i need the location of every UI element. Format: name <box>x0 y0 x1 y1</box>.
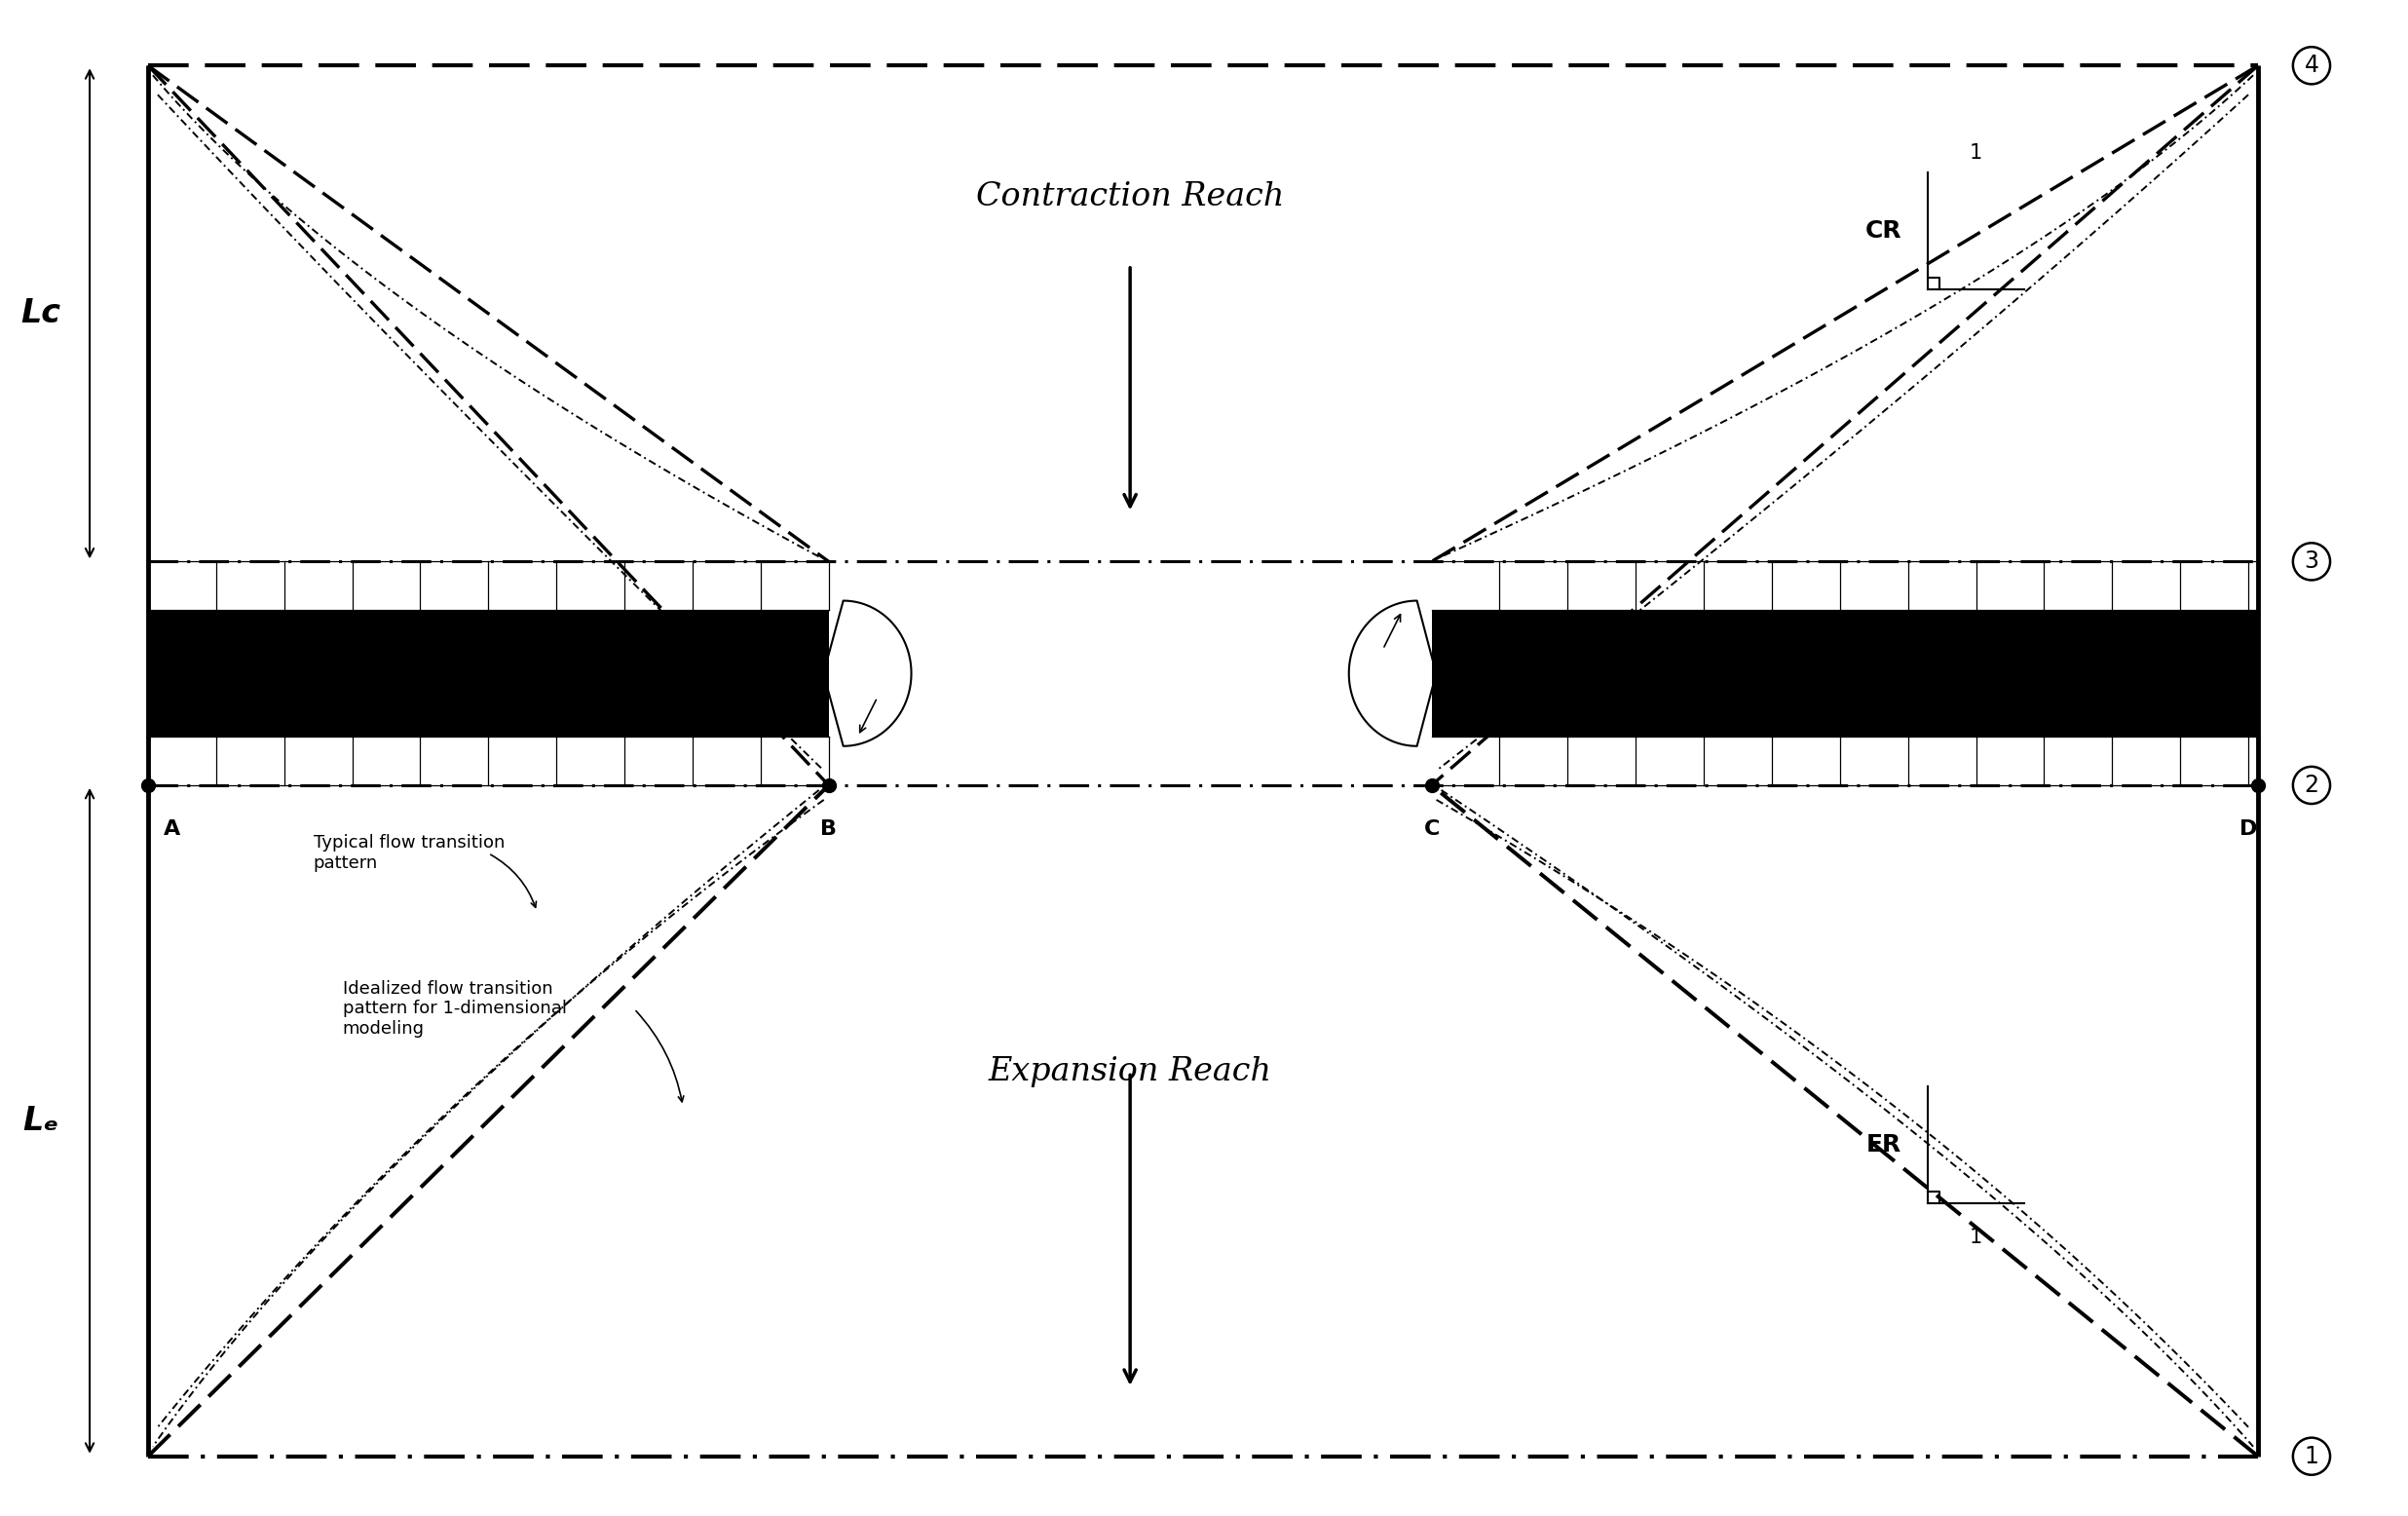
Text: 1: 1 <box>2304 1445 2319 1467</box>
Text: Expansion Reach: Expansion Reach <box>987 1057 1271 1087</box>
Text: 1: 1 <box>1970 144 1982 162</box>
Text: Idealized flow transition
pattern for 1-dimensional
modeling: Idealized flow transition pattern for 1-… <box>342 979 566 1038</box>
Text: Typical flow transition
pattern: Typical flow transition pattern <box>313 834 506 872</box>
Text: 1: 1 <box>1970 1228 1982 1248</box>
Text: C: C <box>1423 819 1440 838</box>
Text: 3: 3 <box>2304 550 2319 573</box>
Text: Contraction Reach: Contraction Reach <box>975 182 1283 212</box>
Point <box>1411 773 1450 797</box>
Point <box>128 773 166 797</box>
Text: 4: 4 <box>2304 55 2319 77</box>
Bar <box>1430 609 2259 737</box>
Text: ER: ER <box>1866 1134 1902 1157</box>
Text: A: A <box>164 819 181 838</box>
Point <box>809 773 848 797</box>
Point <box>2239 773 2278 797</box>
Text: Lc: Lc <box>22 297 60 329</box>
Text: B: B <box>821 819 838 838</box>
Text: 2: 2 <box>2304 773 2319 797</box>
Text: D: D <box>2239 819 2256 838</box>
Bar <box>147 609 828 737</box>
Text: CR: CR <box>1866 220 1902 243</box>
Text: Lₑ: Lₑ <box>24 1105 60 1137</box>
